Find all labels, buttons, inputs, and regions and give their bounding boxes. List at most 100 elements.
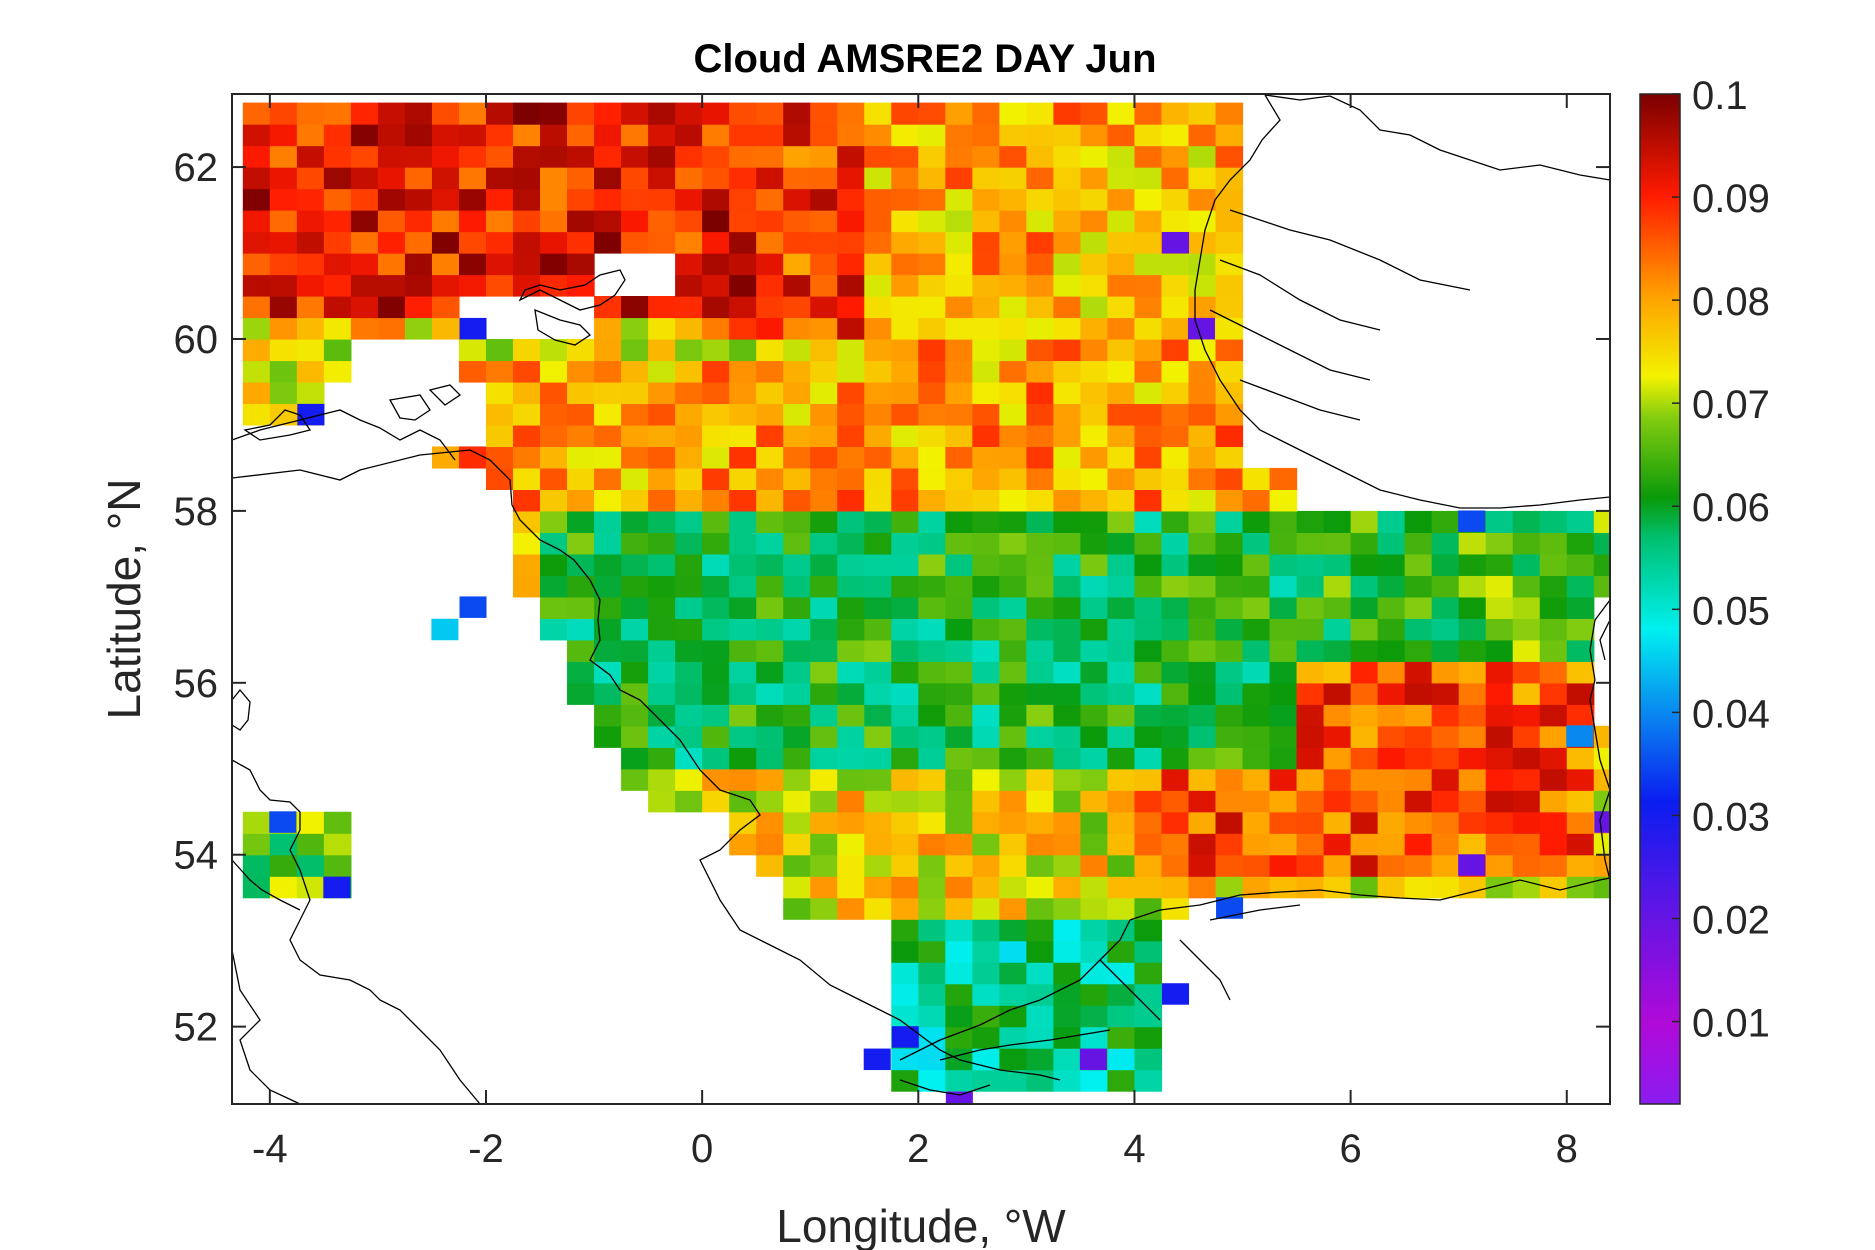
heatmap-cell <box>702 317 730 340</box>
heatmap-cell <box>1188 124 1217 147</box>
heatmap-cell <box>1134 919 1163 942</box>
heatmap-cell <box>864 424 892 448</box>
heatmap-cell <box>377 317 406 340</box>
heatmap-cell <box>1566 510 1595 533</box>
heatmap-cell <box>1566 575 1595 598</box>
heatmap-cell <box>972 102 1000 125</box>
heatmap-cell <box>1512 747 1541 770</box>
heatmap-cell <box>1350 811 1379 834</box>
heatmap-cell <box>404 102 433 125</box>
heatmap-cell <box>810 833 838 856</box>
heatmap-cell <box>621 145 649 168</box>
heatmap-cell <box>513 231 541 254</box>
heatmap-cell <box>1080 167 1109 190</box>
heatmap-cell <box>350 231 379 254</box>
heatmap-cell <box>1458 768 1487 791</box>
heatmap-cell <box>891 661 919 684</box>
heatmap-cell <box>891 467 919 490</box>
heatmap-cell <box>621 747 649 770</box>
heatmap-cell <box>675 575 703 598</box>
heatmap-cell <box>323 811 352 834</box>
heatmap-cell <box>837 553 865 576</box>
heatmap-cell <box>675 188 703 211</box>
heatmap-cell <box>1431 704 1460 727</box>
heatmap-cell <box>756 274 784 297</box>
heatmap-cell <box>972 553 1000 576</box>
heatmap-cell <box>675 253 703 276</box>
heatmap-cell <box>675 618 703 641</box>
heatmap-cell <box>972 1026 1000 1049</box>
heatmap-cell <box>1512 704 1541 727</box>
heatmap-cell <box>1053 919 1082 942</box>
heatmap-cell <box>864 811 892 834</box>
heatmap-cell <box>1323 876 1352 899</box>
heatmap-cell <box>567 618 595 641</box>
heatmap-cell <box>540 338 568 362</box>
heatmap-cell <box>1080 639 1109 662</box>
heatmap-cell <box>945 768 973 791</box>
heatmap-cell <box>296 145 325 168</box>
heatmap-cell <box>567 381 595 405</box>
heatmap-cell <box>1269 618 1298 641</box>
heatmap-cell <box>1080 274 1109 297</box>
heatmap-cell <box>621 618 649 641</box>
heatmap-cell <box>675 489 703 512</box>
heatmap-cell <box>783 768 811 791</box>
heatmap-cell <box>1080 446 1109 469</box>
heatmap-cell <box>756 661 784 684</box>
heatmap-cell <box>1512 618 1541 641</box>
heatmap-cell <box>567 231 595 254</box>
heatmap-cell <box>1485 553 1514 576</box>
heatmap-cell <box>999 1069 1027 1092</box>
heatmap-cell <box>1269 833 1298 856</box>
heatmap-cell <box>918 596 946 619</box>
heatmap-cell <box>242 854 271 877</box>
heatmap-cell <box>1512 682 1541 705</box>
heatmap-cell <box>1161 489 1190 512</box>
heatmap-cell <box>648 102 676 125</box>
heatmap-cell <box>1458 618 1487 641</box>
heatmap-cell <box>1215 446 1244 469</box>
heatmap-cell <box>1458 682 1487 705</box>
heatmap-cell <box>810 188 838 211</box>
heatmap-cell <box>485 231 514 254</box>
heatmap-cell <box>1053 338 1082 362</box>
heatmap-cell <box>729 296 757 319</box>
heatmap-cell <box>377 188 406 211</box>
heatmap-cell <box>810 575 838 598</box>
heatmap-cell <box>594 102 622 125</box>
heatmap-cell <box>594 124 622 147</box>
heatmap-cell <box>567 510 595 533</box>
heatmap-cell <box>891 897 919 920</box>
heatmap-cell <box>918 317 946 340</box>
heatmap-cell <box>594 575 622 598</box>
heatmap-cell <box>972 446 1000 469</box>
heatmap-cell <box>729 704 757 727</box>
heatmap-cell <box>864 338 892 362</box>
heatmap-cell <box>1080 467 1109 490</box>
chart-title: Cloud AMSRE2 DAY Jun <box>693 37 1156 81</box>
heatmap-cell <box>1053 639 1082 662</box>
heatmap-cell <box>810 596 838 619</box>
heatmap-cell <box>1566 596 1595 619</box>
heatmap-cell <box>945 317 973 340</box>
heatmap-cell <box>972 704 1000 727</box>
heatmap-cell <box>1242 553 1271 576</box>
heatmap-cell <box>1053 210 1082 233</box>
heatmap-cell <box>675 596 703 619</box>
heatmap-cell <box>972 790 1000 813</box>
heatmap-cell <box>296 360 325 383</box>
heatmap-cell <box>783 360 811 383</box>
heatmap-cell <box>1377 811 1406 834</box>
heatmap-cell <box>702 618 730 641</box>
heatmap-cell <box>756 704 784 727</box>
heatmap-cell <box>296 274 325 297</box>
heatmap-cell <box>864 510 892 533</box>
heatmap-cell <box>1107 876 1136 899</box>
heatmap-cell <box>458 167 487 190</box>
heatmap-cell <box>918 833 946 856</box>
x-tick-label: -4 <box>252 1127 288 1171</box>
heatmap-cell <box>242 317 271 340</box>
heatmap-cell <box>702 704 730 727</box>
heatmap-cell <box>810 296 838 319</box>
